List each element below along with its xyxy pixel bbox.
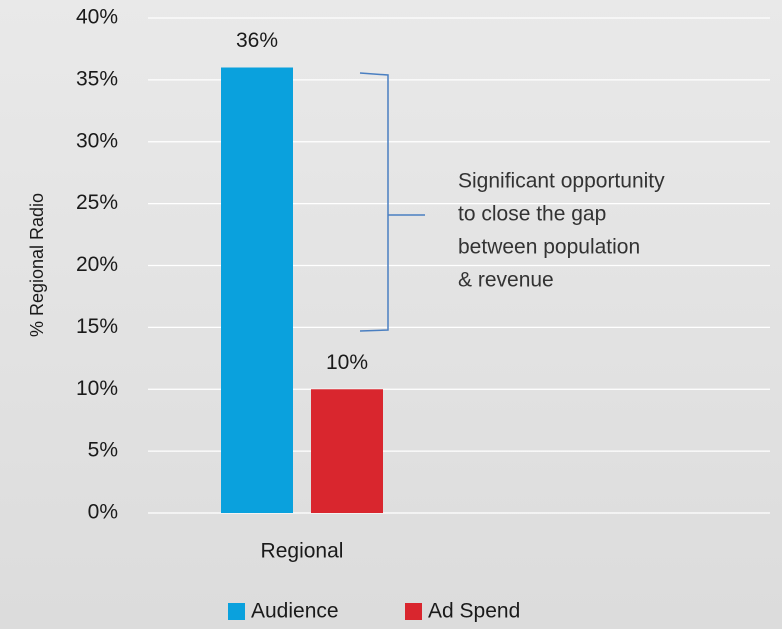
y-tick-label: 0% [88, 501, 118, 524]
bar [221, 67, 293, 513]
y-tick-label: 20% [76, 253, 118, 276]
annotation: to close the gap [458, 203, 606, 226]
annotation: & revenue [458, 269, 554, 292]
y-tick-label: 15% [76, 315, 118, 338]
y-tick-label: 35% [76, 67, 118, 90]
data-label: 10% [326, 351, 368, 374]
y-tick-label: 30% [76, 129, 118, 152]
annotation: Significant opportunity [458, 170, 665, 193]
y-tick-label: 5% [88, 439, 118, 462]
x-tick-label: Regional [261, 540, 344, 563]
annotation: between population [458, 236, 640, 259]
bar [311, 389, 383, 513]
y-tick-label: 40% [76, 6, 118, 29]
legend-label: Audience [251, 600, 339, 623]
data-label: 36% [236, 29, 278, 52]
y-tick-label: 10% [76, 377, 118, 400]
y-axis-label: % Regional Radio [27, 193, 47, 337]
y-tick-label: 25% [76, 191, 118, 214]
bracket [359, 72, 425, 332]
legend-swatch [405, 603, 422, 620]
legend-swatch [228, 603, 245, 620]
legend-label: Ad Spend [428, 600, 520, 623]
